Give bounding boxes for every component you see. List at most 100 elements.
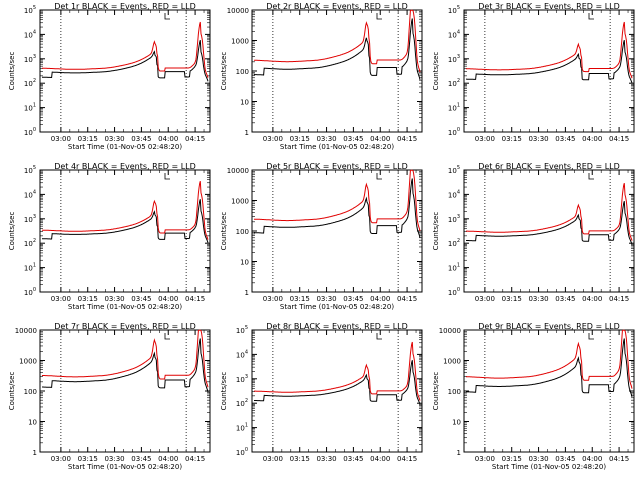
y-tick-label: 104 xyxy=(24,189,36,199)
x-tick-label: 03:00 xyxy=(51,295,71,303)
plot-frame xyxy=(39,169,211,293)
x-tick-label: 03:30 xyxy=(528,135,548,143)
y-tick-label: 105 xyxy=(448,165,460,175)
y-tick-label: 103 xyxy=(24,54,36,64)
y-tick-label: 1000 xyxy=(443,358,461,366)
y-tick-label: 103 xyxy=(448,54,460,64)
x-tick-label: 03:45 xyxy=(131,455,151,463)
y-tick-label: 104 xyxy=(24,29,36,39)
series-lld-line xyxy=(42,329,209,388)
x-tick-label: 04:15 xyxy=(397,295,417,303)
x-tick-label: 03:45 xyxy=(555,455,575,463)
x-tick-label: 03:30 xyxy=(104,455,124,463)
plot-frame xyxy=(463,169,635,293)
series-events-line xyxy=(466,338,633,398)
y-tick-label: 104 xyxy=(448,189,460,199)
x-tick-label: 03:15 xyxy=(290,455,310,463)
y-tick-label: 10 xyxy=(28,419,37,427)
chart-panel-det-9: Det 9r BLACK = Events, RED = LLD Counts/s… xyxy=(432,322,635,471)
y-tick-label: 10 xyxy=(240,99,249,107)
y-tick-label: 101 xyxy=(24,103,36,113)
saa-flag-marker xyxy=(588,13,594,20)
x-tick-label: 03:30 xyxy=(528,455,548,463)
y-tick-label: 105 xyxy=(448,5,460,15)
y-tick-label: 101 xyxy=(448,103,460,113)
y-axis-label: Counts/sec xyxy=(432,212,440,251)
y-tick-label: 102 xyxy=(448,78,460,88)
series-events-line xyxy=(254,360,421,405)
y-tick-label: 102 xyxy=(448,238,460,248)
series-lld-line xyxy=(466,329,633,389)
x-tick-label: 03:15 xyxy=(502,295,522,303)
x-tick-label: 03:45 xyxy=(131,135,151,143)
x-tick-label: 03:45 xyxy=(555,295,575,303)
x-axis-label: Start Time (01-Nov-05 02:48:20) xyxy=(280,303,394,311)
saa-flag-marker xyxy=(376,173,382,180)
x-tick-label: 03:30 xyxy=(104,135,124,143)
y-tick-label: 100 xyxy=(24,127,36,137)
x-tick-label: 04:00 xyxy=(582,135,602,143)
plot-frame xyxy=(463,9,635,133)
x-tick-label: 03:15 xyxy=(502,455,522,463)
x-tick-label: 04:00 xyxy=(158,135,178,143)
chart-title: Det 2r BLACK = Events, RED = LLD xyxy=(266,2,408,11)
x-tick-label: 04:15 xyxy=(609,455,629,463)
series-events-line xyxy=(466,40,633,84)
x-tick-label: 04:00 xyxy=(582,295,602,303)
y-tick-label: 101 xyxy=(448,263,460,273)
x-tick-label: 04:15 xyxy=(609,135,629,143)
y-tick-label: 105 xyxy=(24,5,36,15)
chart-panel-det-2: Det 2r BLACK = Events, RED = LLD Counts/s… xyxy=(220,2,423,151)
x-tick-label: 03:00 xyxy=(475,295,495,303)
x-tick-label: 03:30 xyxy=(104,295,124,303)
x-tick-label: 03:45 xyxy=(343,135,363,143)
y-axis-label: Counts/sec xyxy=(220,52,228,91)
x-tick-label: 03:15 xyxy=(290,135,310,143)
y-axis-label: Counts/sec xyxy=(220,372,228,411)
y-tick-label: 1000 xyxy=(231,38,249,46)
y-tick-label: 100 xyxy=(236,68,249,76)
y-axis-label: Counts/sec xyxy=(8,212,16,251)
x-tick-label: 04:00 xyxy=(370,135,390,143)
y-tick-label: 104 xyxy=(236,349,248,359)
chart-title: Det 7r BLACK = Events, RED = LLD xyxy=(54,322,196,331)
series-lld-line xyxy=(41,180,209,240)
plot-frame xyxy=(251,329,423,453)
x-tick-label: 03:15 xyxy=(78,295,98,303)
series-lld-line xyxy=(254,341,421,401)
x-tick-label: 03:00 xyxy=(475,455,495,463)
series-events-line xyxy=(466,201,633,245)
y-tick-label: 1 xyxy=(33,449,37,457)
x-tick-label: 03:15 xyxy=(290,295,310,303)
x-tick-label: 04:15 xyxy=(185,295,205,303)
x-tick-label: 03:45 xyxy=(343,295,363,303)
x-tick-label: 03:00 xyxy=(263,455,283,463)
x-tick-label: 03:30 xyxy=(528,295,548,303)
chart-title: Det 8r BLACK = Events, RED = LLD xyxy=(266,322,408,331)
x-axis-label: Start Time (01-Nov-05 02:48:20) xyxy=(68,463,182,471)
x-tick-label: 04:00 xyxy=(370,455,390,463)
y-tick-label: 102 xyxy=(236,398,248,408)
y-tick-label: 10000 xyxy=(227,167,249,175)
y-axis-label: Counts/sec xyxy=(8,52,16,91)
series-events-line xyxy=(42,199,209,243)
series-lld-line xyxy=(253,9,421,73)
series-lld-line xyxy=(466,21,633,79)
y-tick-label: 105 xyxy=(24,165,36,175)
y-tick-label: 103 xyxy=(448,214,460,224)
saa-flag-marker xyxy=(164,173,170,180)
chart-title: Det 6r BLACK = Events, RED = LLD xyxy=(478,162,620,171)
y-tick-label: 100 xyxy=(236,228,249,236)
x-tick-label: 03:00 xyxy=(51,135,71,143)
x-tick-label: 04:15 xyxy=(185,135,205,143)
series-lld-line xyxy=(42,21,209,78)
y-tick-label: 100 xyxy=(236,447,248,457)
x-tick-label: 03:15 xyxy=(502,135,522,143)
series-events-line xyxy=(254,178,421,238)
x-tick-label: 03:00 xyxy=(263,295,283,303)
chart-panel-det-3: Det 3r BLACK = Events, RED = LLD Counts/s… xyxy=(432,2,635,143)
y-tick-label: 100 xyxy=(448,127,460,137)
x-tick-label: 03:45 xyxy=(555,135,575,143)
x-axis-label: Start Time (01-Nov-05 02:48:20) xyxy=(492,463,606,471)
y-tick-label: 100 xyxy=(24,287,36,297)
